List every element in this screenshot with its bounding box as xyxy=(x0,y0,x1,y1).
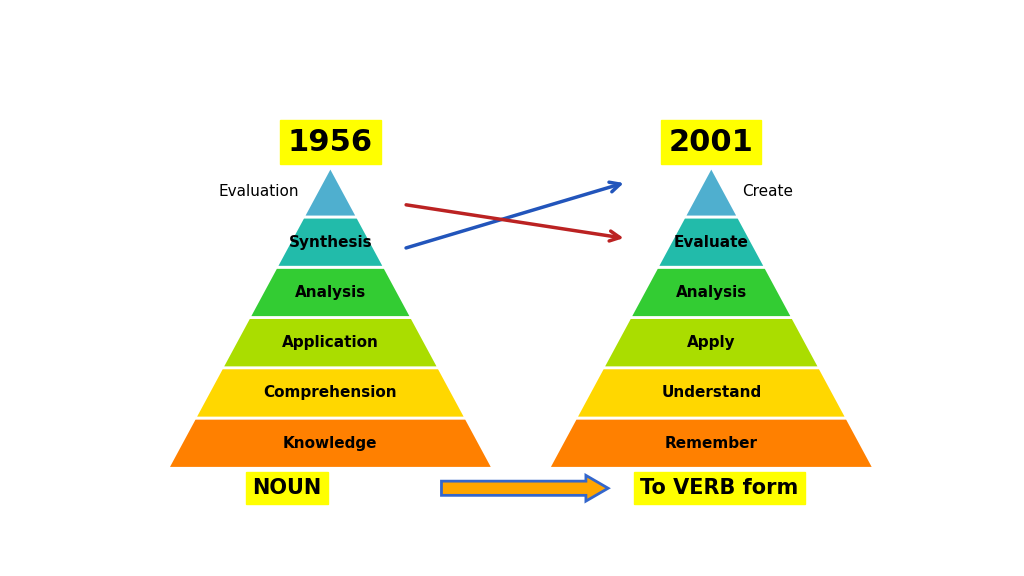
Polygon shape xyxy=(195,367,466,418)
Text: Comprehension: Comprehension xyxy=(263,385,397,400)
Polygon shape xyxy=(168,418,494,468)
Polygon shape xyxy=(276,217,385,267)
Text: Understand: Understand xyxy=(662,385,762,400)
Text: Synthesis: Synthesis xyxy=(289,234,372,249)
Text: Evaluate: Evaluate xyxy=(674,234,749,249)
Text: NOUN: NOUN xyxy=(252,478,322,498)
Text: 2001: 2001 xyxy=(669,128,754,157)
FancyArrow shape xyxy=(441,475,608,501)
Text: Evaluation: Evaluation xyxy=(219,184,299,199)
Polygon shape xyxy=(575,367,847,418)
Polygon shape xyxy=(549,418,873,468)
Text: Create: Create xyxy=(742,184,794,199)
Polygon shape xyxy=(684,166,738,217)
Text: Analysis: Analysis xyxy=(676,285,746,300)
Text: Analysis: Analysis xyxy=(295,285,366,300)
Polygon shape xyxy=(249,267,412,317)
Polygon shape xyxy=(603,317,820,367)
Text: Remember: Remember xyxy=(665,435,758,450)
Polygon shape xyxy=(630,267,793,317)
Polygon shape xyxy=(303,166,357,217)
Text: 1956: 1956 xyxy=(288,128,373,157)
Text: Knowledge: Knowledge xyxy=(283,435,378,450)
Text: To VERB form: To VERB form xyxy=(640,478,799,498)
Text: Apply: Apply xyxy=(687,335,735,350)
Text: Application: Application xyxy=(282,335,379,350)
Polygon shape xyxy=(657,217,766,267)
Polygon shape xyxy=(222,317,439,367)
